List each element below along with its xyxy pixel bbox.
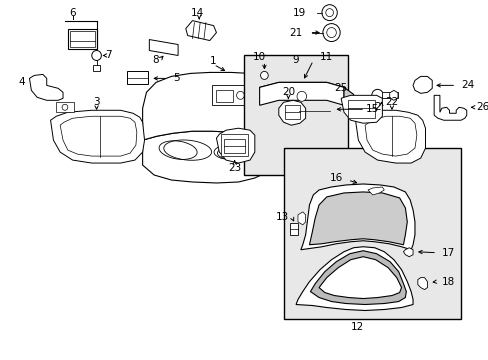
Text: 1: 1 xyxy=(210,57,217,67)
Polygon shape xyxy=(216,128,254,163)
Polygon shape xyxy=(309,192,407,245)
Bar xyxy=(284,105,299,119)
Polygon shape xyxy=(50,110,144,163)
Polygon shape xyxy=(300,184,414,250)
Polygon shape xyxy=(318,257,401,298)
Polygon shape xyxy=(259,82,343,105)
Circle shape xyxy=(236,91,244,99)
Circle shape xyxy=(321,5,337,21)
Polygon shape xyxy=(310,251,406,305)
Text: 11: 11 xyxy=(320,53,333,63)
Text: 21: 21 xyxy=(289,28,302,37)
Text: 8: 8 xyxy=(152,55,159,66)
Polygon shape xyxy=(403,248,412,257)
Polygon shape xyxy=(417,278,427,289)
Text: 3: 3 xyxy=(93,97,100,107)
Bar xyxy=(244,55,347,175)
Polygon shape xyxy=(367,187,384,195)
Polygon shape xyxy=(355,110,425,163)
Text: 16: 16 xyxy=(329,173,342,183)
Polygon shape xyxy=(295,247,412,310)
Text: 5: 5 xyxy=(173,73,179,84)
Bar xyxy=(215,90,232,102)
Bar xyxy=(360,102,377,112)
Text: 24: 24 xyxy=(460,80,473,90)
Text: 26: 26 xyxy=(475,102,488,112)
Circle shape xyxy=(325,9,333,17)
Text: 12: 12 xyxy=(350,323,363,332)
Polygon shape xyxy=(142,72,293,145)
Bar xyxy=(56,102,73,112)
Ellipse shape xyxy=(163,140,211,160)
Polygon shape xyxy=(365,116,416,156)
Text: 7: 7 xyxy=(104,50,111,60)
Bar xyxy=(211,85,264,105)
Polygon shape xyxy=(142,131,273,183)
Text: 10: 10 xyxy=(252,53,265,63)
Circle shape xyxy=(322,24,340,41)
Polygon shape xyxy=(412,76,431,93)
Bar xyxy=(221,134,247,156)
Text: 4: 4 xyxy=(19,77,25,87)
Polygon shape xyxy=(433,95,466,120)
Bar xyxy=(70,31,95,46)
Text: 17: 17 xyxy=(441,248,454,258)
Bar xyxy=(347,100,374,118)
Text: 13: 13 xyxy=(276,212,289,222)
Bar xyxy=(298,101,329,117)
Circle shape xyxy=(371,89,383,101)
Text: 23: 23 xyxy=(227,163,241,173)
Polygon shape xyxy=(29,75,63,100)
Bar xyxy=(68,28,97,49)
Polygon shape xyxy=(60,116,137,156)
Bar xyxy=(127,71,148,84)
Text: 2: 2 xyxy=(373,102,380,112)
Polygon shape xyxy=(185,21,216,41)
Bar xyxy=(290,223,297,235)
Polygon shape xyxy=(278,100,305,125)
Text: 25: 25 xyxy=(334,84,347,93)
Bar xyxy=(224,139,244,153)
Circle shape xyxy=(366,104,371,110)
Bar xyxy=(93,66,100,71)
Polygon shape xyxy=(343,87,353,112)
Text: 18: 18 xyxy=(441,276,454,287)
Polygon shape xyxy=(297,212,305,225)
Text: 20: 20 xyxy=(281,87,294,97)
Bar xyxy=(295,98,332,120)
Text: 15: 15 xyxy=(366,104,379,114)
Polygon shape xyxy=(273,82,293,162)
Circle shape xyxy=(296,91,306,101)
Bar xyxy=(283,148,460,319)
Polygon shape xyxy=(341,95,382,123)
Circle shape xyxy=(62,104,68,110)
Polygon shape xyxy=(259,82,343,92)
Circle shape xyxy=(92,50,101,60)
Circle shape xyxy=(326,28,336,37)
Ellipse shape xyxy=(214,145,247,159)
Bar xyxy=(382,92,397,98)
Text: 9: 9 xyxy=(292,55,299,66)
Text: 14: 14 xyxy=(190,8,203,18)
Text: 22: 22 xyxy=(385,97,398,107)
Polygon shape xyxy=(149,40,178,55)
Text: 19: 19 xyxy=(292,8,305,18)
Circle shape xyxy=(260,71,268,80)
Text: 6: 6 xyxy=(69,8,76,18)
